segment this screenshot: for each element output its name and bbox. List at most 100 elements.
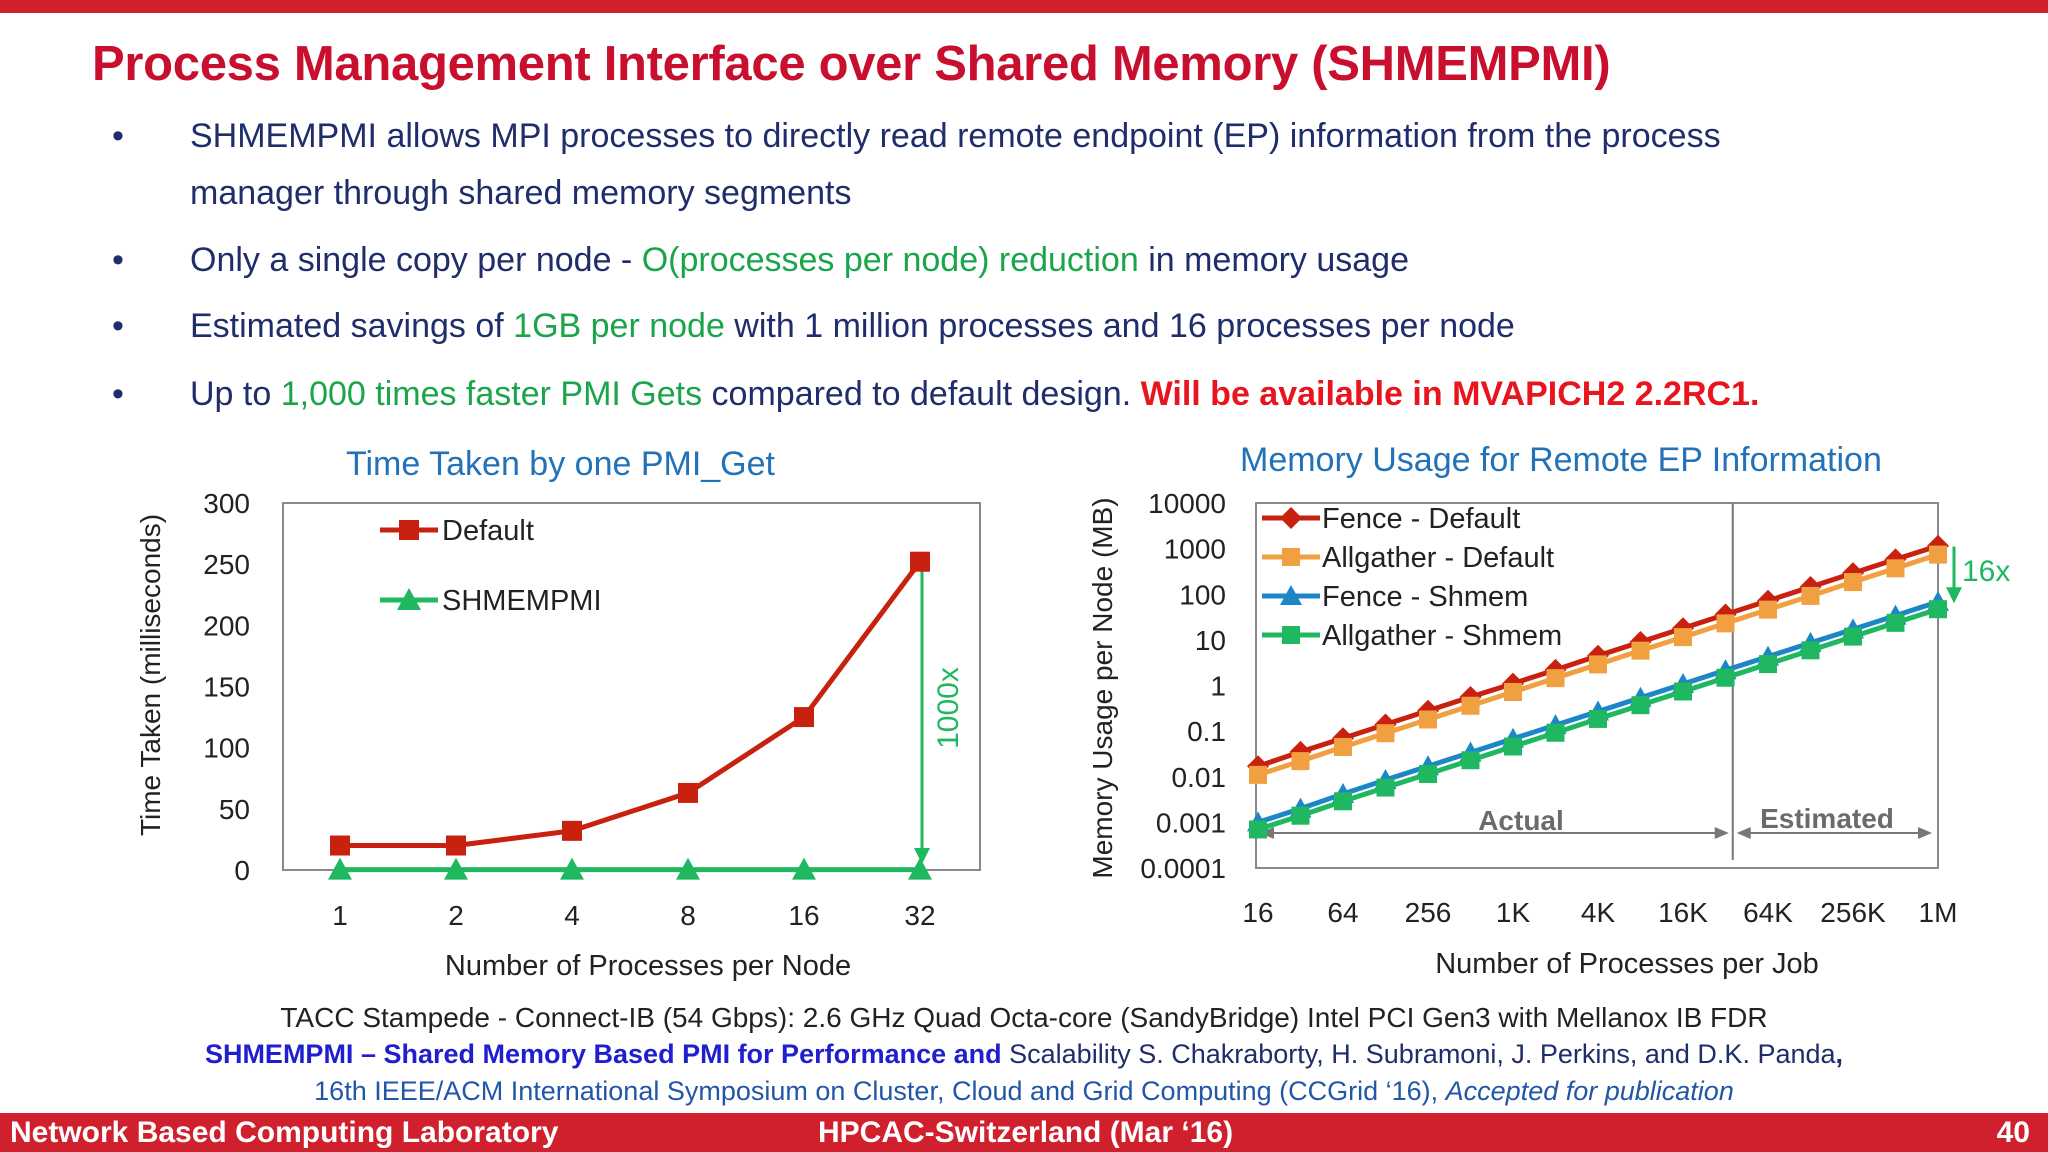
chart1-legend-marker	[399, 520, 419, 540]
chart1-y-tick-label: 250	[203, 549, 250, 580]
chart1-y-tick-label: 50	[219, 794, 250, 825]
chart2-y-tick-label: 1	[1210, 671, 1226, 702]
bullet-text: manager through shared memory segments	[190, 174, 852, 212]
chart2-data-point	[1461, 696, 1480, 715]
chart2-legend-marker	[1282, 548, 1300, 566]
chart2-data-point	[1844, 627, 1862, 646]
chart2-data-point	[1631, 641, 1650, 660]
bullet-symbol: •	[112, 307, 124, 345]
chart2-data-point	[1801, 586, 1820, 605]
chart1-data-point	[330, 835, 350, 856]
chart2-data-point	[1716, 614, 1735, 633]
chart2-y-tick-label: 100	[1179, 579, 1226, 610]
chart2-y-tick-label: 10	[1195, 625, 1226, 656]
chart1-x-tick-label: 4	[564, 900, 580, 931]
chart1-data-point	[910, 551, 930, 572]
chart1-data-point	[446, 835, 466, 856]
chart2-y-tick-label: 10000	[1148, 488, 1226, 519]
chart2-data-point	[1674, 628, 1692, 647]
highlight-text: 1,000 times faster PMI Gets	[280, 375, 703, 413]
chart1-x-tick-label: 32	[904, 900, 935, 931]
paper-authors: Scalability S. Chakraborty, H. Subramoni…	[1001, 1039, 1836, 1069]
footer-bar: Network Based Computing Laboratory HPCAC…	[0, 1113, 2048, 1152]
chart2-data-point	[1886, 613, 1905, 632]
chart1-y-tick-label: 100	[203, 733, 250, 764]
chart1-legend-label: Default	[442, 515, 534, 547]
chart2-actual-arrowhead-right	[1714, 827, 1729, 839]
slide-title: Process Management Interface over Shared…	[92, 37, 1611, 91]
chart1-data-point	[562, 820, 582, 841]
chart1-y-axis-label: Time Taken (milliseconds)	[135, 514, 166, 836]
chart2-legend-label: Fence - Shmem	[1322, 581, 1528, 613]
chart1-y-tick-label: 200	[203, 610, 250, 641]
chart2-data-point	[1801, 641, 1820, 660]
availability-note: Will be available in MVAPICH2 2.2RC1.	[1140, 375, 1760, 413]
chart1-1000x-annotation: 1000x	[932, 667, 965, 749]
chart2-data-point	[1504, 737, 1522, 756]
chart2-legend-marker	[1280, 585, 1302, 605]
chart2-y-tick-label: 0.0001	[1140, 853, 1226, 884]
chart2-data-point	[1589, 655, 1607, 674]
bullet-text: Up to 1,000 times faster PMI Gets compar…	[190, 366, 1759, 423]
chart2-y-tick-label: 0.001	[1156, 807, 1226, 838]
chart1-data-point	[678, 782, 698, 803]
chart2-estimated-arrowhead-left	[1736, 827, 1751, 839]
chart2-x-tick-label: 4K	[1581, 897, 1616, 928]
bullet-symbol: •	[112, 241, 124, 279]
chart2-x-axis-label: Number of Processes per Job	[1435, 948, 1819, 980]
chart2-actual-label: Actual	[1478, 805, 1564, 836]
chart1-data-point	[560, 857, 584, 880]
paper-title-bold: SHMEMPMI – Shared Memory Based PMI for P…	[204, 1039, 1002, 1069]
chart2-x-tick-label: 16K	[1658, 897, 1708, 928]
chart2-data-point	[1716, 668, 1735, 687]
chart2-data-point	[1249, 820, 1267, 839]
venue-text: 16th IEEE/ACM International Symposium on…	[314, 1076, 1446, 1106]
chart1-y-tick-label: 0	[234, 855, 250, 886]
chart1-data-point	[794, 707, 814, 728]
bullet-text-part: compared to default design.	[702, 375, 1141, 413]
chart2-x-tick-label: 64	[1327, 897, 1358, 928]
bullet-text-part: in memory usage	[1138, 241, 1409, 279]
top-accent-bar	[0, 0, 2048, 13]
chart1-x-tick-label: 8	[680, 900, 696, 931]
chart2-y-tick-label: 1000	[1164, 534, 1226, 565]
chart2-data-point	[1589, 709, 1607, 728]
chart2-x-tick-label: 1M	[1919, 897, 1958, 928]
bullet-text-part: Estimated savings of	[190, 307, 514, 345]
chart2-data-point	[1674, 682, 1692, 701]
chart1-title: Time Taken by one PMI_Get	[346, 445, 775, 483]
chart2-x-tick-label: 1K	[1496, 897, 1531, 928]
chart2-y-axis-label: Memory Usage per Node (MB)	[1087, 497, 1118, 878]
chart1-y-tick-label: 150	[203, 672, 250, 703]
chart1-x-tick-label: 16	[788, 900, 819, 931]
chart1-x-tick-label: 1	[332, 900, 348, 931]
venue-citation: 16th IEEE/ACM International Symposium on…	[0, 1076, 2048, 1107]
bullet-text: SHMEMPMI allows MPI processes to directl…	[190, 117, 1721, 155]
chart2-legend-label: Allgather - Shmem	[1322, 620, 1562, 652]
bullet-text-part: Up to	[190, 375, 281, 413]
footer-lab-name: Network Based Computing Laboratory	[10, 1116, 559, 1149]
system-caption: TACC Stampede - Connect-IB (54 Gbps): 2.…	[280, 1002, 1768, 1033]
chart2-data-point	[1419, 764, 1437, 783]
chart2-legend-marker	[1280, 507, 1302, 529]
page-number: 40	[1996, 1116, 2030, 1149]
chart2-data-point	[1376, 778, 1395, 797]
paper-comma: ,	[1835, 1039, 1844, 1069]
bullet-text: Estimated savings of 1GB per node with 1…	[190, 298, 1515, 355]
chart2-data-point	[1461, 751, 1480, 770]
chart2-data-point	[1291, 752, 1310, 771]
chart1-legend-label: SHMEMPMI	[442, 585, 602, 617]
chart2-y-tick-label: 0.01	[1172, 762, 1227, 793]
chart2-data-point	[1844, 573, 1862, 592]
chart2-x-tick-label: 256K	[1820, 897, 1886, 928]
footer-event: HPCAC-Switzerland (Mar ‘16)	[818, 1116, 1234, 1149]
chart1-y-tick-label: 300	[203, 488, 250, 519]
chart2-data-point	[1759, 600, 1777, 619]
bullet-symbol: •	[112, 375, 124, 413]
bullet-text: Only a single copy per node - O(processe…	[190, 232, 1409, 289]
highlight-text: 1GB per node	[513, 307, 725, 345]
chart2-legend-label: Fence - Default	[1322, 503, 1520, 535]
bullet-symbol: •	[112, 117, 124, 155]
chart2-data-point	[1249, 765, 1267, 784]
